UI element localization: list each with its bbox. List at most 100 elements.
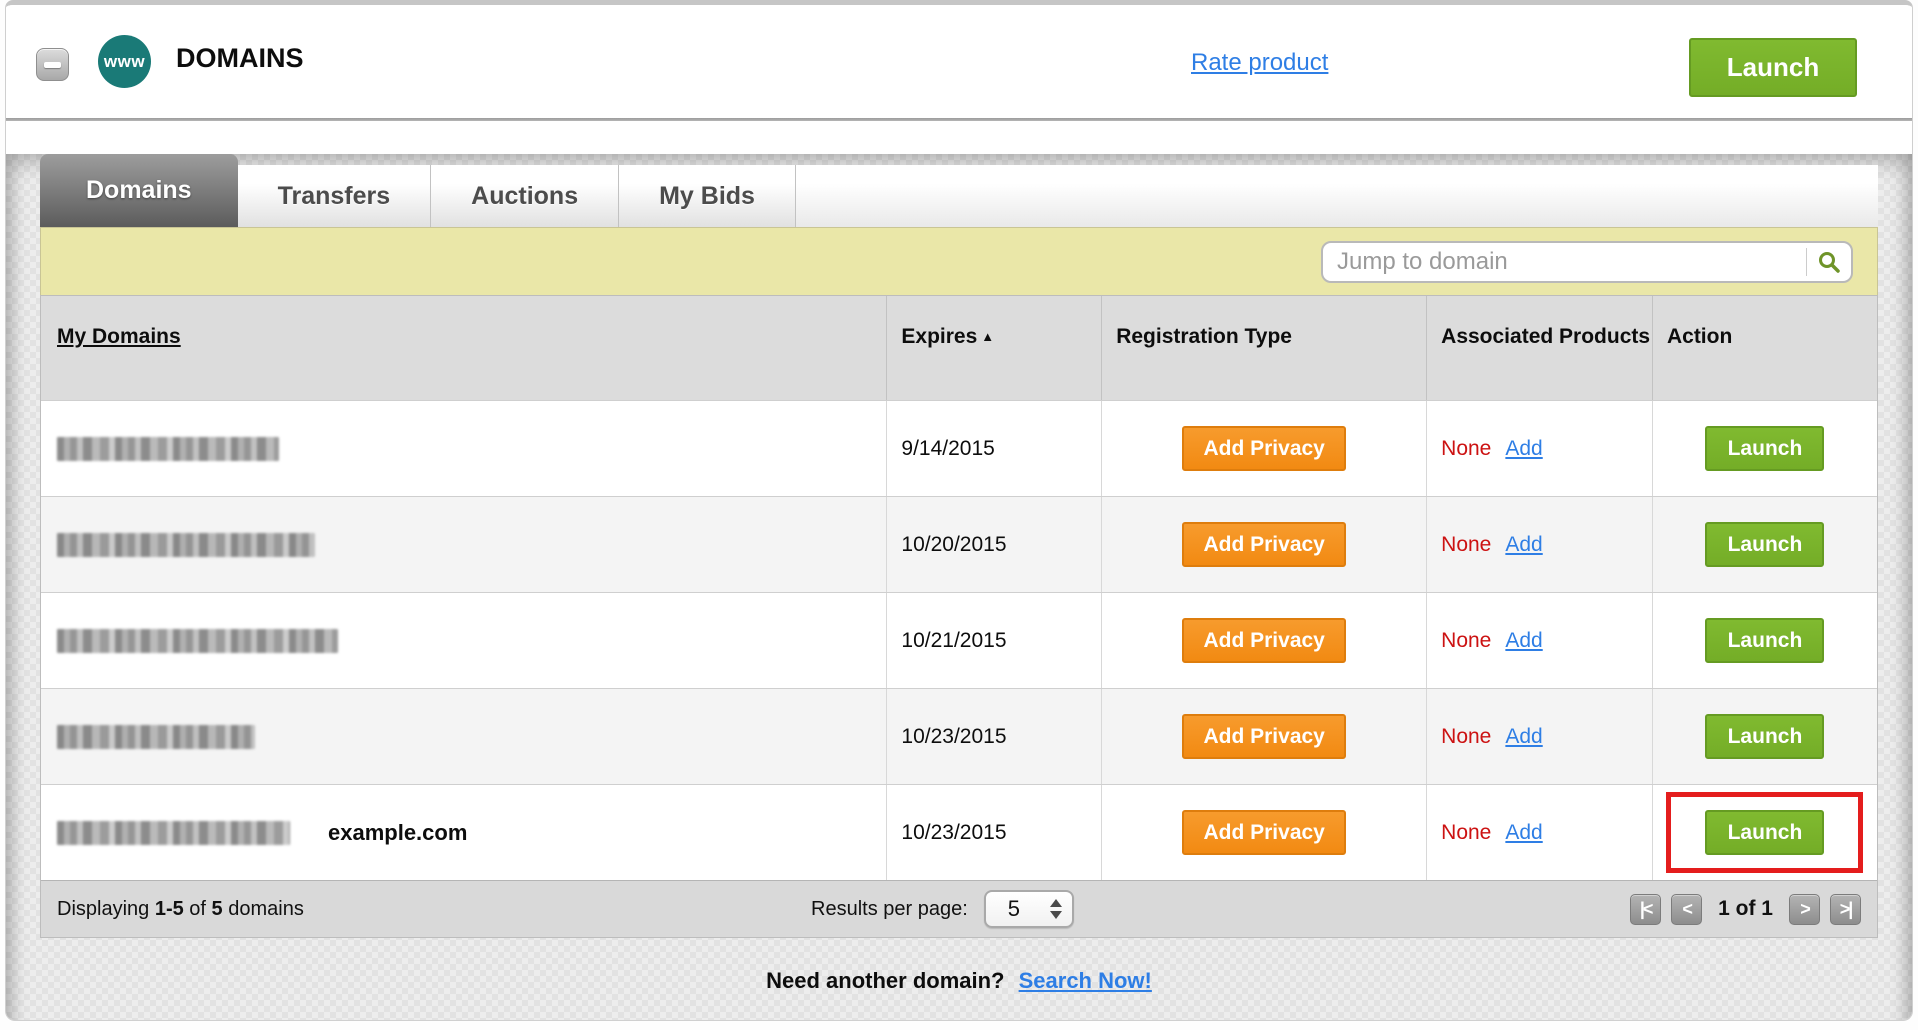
- app-header: www DOMAINS Rate product Launch: [6, 5, 1912, 118]
- table-footer: Displaying 1-5 of 5 domains Results per …: [41, 880, 1877, 937]
- last-page-button[interactable]: >|: [1830, 893, 1861, 925]
- table-row-example-com: example.com 10/23/2015 Add Privacy None …: [41, 784, 1877, 880]
- add-product-link[interactable]: Add: [1505, 628, 1543, 652]
- action-cell: Launch: [1653, 593, 1877, 688]
- magnifier-icon[interactable]: [1807, 250, 1851, 274]
- launch-button[interactable]: Launch: [1705, 618, 1825, 663]
- results-per-page-label: Results per page:: [811, 897, 968, 920]
- tab-my-bids[interactable]: My Bids: [619, 165, 796, 227]
- jump-to-domain-field: [1321, 241, 1853, 283]
- domain-label-example-com: example.com: [328, 819, 468, 845]
- displaying-suffix: domains: [228, 897, 304, 920]
- launch-button[interactable]: Launch: [1705, 426, 1825, 471]
- domain-cell: [41, 401, 888, 496]
- add-privacy-button[interactable]: Add Privacy: [1182, 522, 1347, 567]
- expires-label: Expires: [901, 325, 978, 348]
- displaying-prefix: Displaying: [57, 897, 150, 920]
- table-row: 10/21/2015 Add Privacy None Add Launch: [41, 592, 1877, 688]
- associated-none-value: None: [1441, 724, 1492, 748]
- first-page-button[interactable]: |<: [1630, 893, 1662, 925]
- tab-auctions[interactable]: Auctions: [431, 165, 620, 227]
- add-privacy-button[interactable]: Add Privacy: [1182, 618, 1347, 663]
- add-product-link[interactable]: Add: [1505, 532, 1543, 556]
- redacted-domain: [57, 436, 279, 461]
- associated-none-value: None: [1441, 436, 1492, 460]
- results-per-page-value: 5: [1007, 896, 1021, 921]
- launch-button[interactable]: Launch: [1705, 714, 1825, 759]
- results-per-page-group: Results per page: 5: [811, 890, 1074, 928]
- header-divider: [6, 118, 1912, 121]
- associated-cell: None Add: [1427, 593, 1653, 688]
- table-row: 10/20/2015 Add Privacy None Add Launch: [41, 496, 1877, 592]
- tab-domains[interactable]: Domains: [40, 154, 238, 227]
- search-bar: [40, 227, 1878, 295]
- associated-none-value: None: [1441, 532, 1492, 556]
- redacted-domain: [57, 628, 338, 653]
- add-product-link[interactable]: Add: [1505, 820, 1543, 844]
- action-wrap: Launch: [1705, 714, 1825, 759]
- collapse-button[interactable]: [36, 48, 69, 81]
- registration-cell: Add Privacy: [1102, 785, 1428, 880]
- search-now-link[interactable]: Search Now!: [1018, 968, 1152, 993]
- registration-cell: Add Privacy: [1102, 497, 1428, 592]
- tab-bar-filler: [795, 165, 1878, 227]
- action-cell: Launch: [1653, 785, 1877, 880]
- redacted-domain: [57, 724, 255, 749]
- add-product-link[interactable]: Add: [1505, 436, 1543, 460]
- search-input[interactable]: [1323, 243, 1806, 281]
- add-privacy-button[interactable]: Add Privacy: [1182, 426, 1347, 471]
- column-header-my-domains: My Domains: [41, 296, 888, 400]
- page-indicator: 1 of 1: [1718, 897, 1773, 920]
- rate-product-link[interactable]: Rate product: [1191, 49, 1329, 76]
- registration-cell: Add Privacy: [1102, 689, 1428, 784]
- next-page-button[interactable]: >: [1789, 893, 1820, 925]
- launch-button-highlighted[interactable]: Launch: [1705, 810, 1825, 855]
- add-privacy-button[interactable]: Add Privacy: [1182, 810, 1347, 855]
- domain-cell: [41, 497, 888, 592]
- table-header-row: My Domains Expires ▲ Registration Type As…: [41, 296, 1877, 400]
- expires-cell: 10/23/2015: [887, 785, 1103, 880]
- launch-button[interactable]: Launch: [1705, 522, 1825, 567]
- column-header-expires[interactable]: Expires ▲: [887, 296, 1103, 400]
- displaying-of: of: [189, 897, 206, 920]
- action-wrap: Launch: [1705, 522, 1825, 567]
- sort-ascending-icon: ▲: [981, 329, 995, 344]
- stepper-arrows-icon: [1049, 899, 1062, 919]
- expires-cell: 9/14/2015: [887, 401, 1103, 496]
- add-privacy-button[interactable]: Add Privacy: [1182, 714, 1347, 759]
- need-another-domain-prompt: Need another domain? Search Now!: [40, 968, 1878, 994]
- domain-cell: [41, 689, 888, 784]
- column-header-associated-products: Associated Products: [1427, 296, 1653, 400]
- table-row: 9/14/2015 Add Privacy None Add Launch: [41, 400, 1877, 496]
- expires-cell: 10/23/2015: [887, 689, 1103, 784]
- tab-bar: Domains Transfers Auctions My Bids: [40, 154, 1878, 227]
- redacted-domain: [57, 820, 290, 845]
- domain-cell: example.com: [41, 785, 888, 880]
- associated-cell: None Add: [1427, 401, 1653, 496]
- my-domains-sort-link[interactable]: My Domains: [57, 325, 181, 348]
- launch-button-header[interactable]: Launch: [1689, 38, 1857, 97]
- action-cell: Launch: [1653, 497, 1877, 592]
- domains-table: My Domains Expires ▲ Registration Type As…: [40, 295, 1878, 938]
- prompt-text: Need another domain?: [766, 968, 1005, 993]
- column-header-registration-type: Registration Type: [1102, 296, 1428, 400]
- displaying-range: 1-5: [154, 897, 184, 920]
- associated-none-value: None: [1441, 628, 1492, 652]
- domains-module: www DOMAINS Rate product Launch Domains …: [5, 0, 1913, 1021]
- search-divider: [1806, 248, 1807, 276]
- action-cell: Launch: [1653, 689, 1877, 784]
- column-header-action: Action: [1666, 325, 1733, 348]
- associated-cell: None Add: [1427, 497, 1653, 592]
- action-wrap: Launch: [1705, 426, 1825, 471]
- previous-page-button[interactable]: <: [1671, 893, 1703, 925]
- expires-cell: 10/21/2015: [887, 593, 1103, 688]
- add-product-link[interactable]: Add: [1505, 724, 1543, 748]
- expires-cell: 10/20/2015: [887, 497, 1103, 592]
- minus-icon: [44, 62, 61, 68]
- registration-cell: Add Privacy: [1102, 593, 1428, 688]
- results-per-page-select[interactable]: 5: [983, 890, 1074, 928]
- tab-transfers[interactable]: Transfers: [237, 165, 432, 227]
- registration-cell: Add Privacy: [1102, 401, 1428, 496]
- page-title: DOMAINS: [176, 43, 304, 73]
- action-cell: Launch: [1653, 401, 1877, 496]
